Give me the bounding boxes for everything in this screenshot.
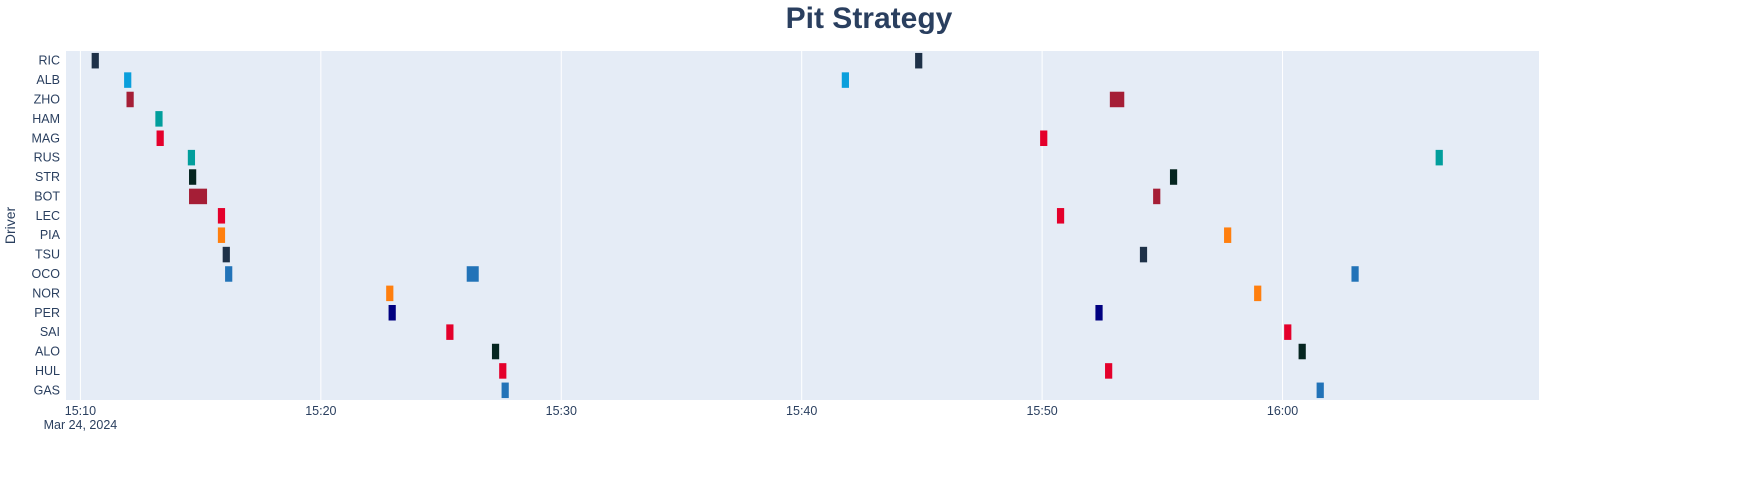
x-tick-label: 15:40 [786,404,817,418]
pit-stop-bar-alo[interactable] [1298,343,1306,360]
pit-stop-bar-ric[interactable] [915,52,923,69]
y-tick-label-mag: MAG [32,131,60,145]
x-tick-label: 15:30 [546,404,577,418]
pit-stop-bar-oco[interactable] [1351,266,1359,282]
pit-stop-bar-oco[interactable] [225,266,233,282]
y-tick-label-bot: BOT [34,189,60,203]
pit-stop-bar-gas[interactable] [501,382,509,399]
pit-stop-bar-tsu[interactable] [222,246,230,263]
pit-stop-bar-alo[interactable] [491,343,500,360]
y-tick-label-ric: RIC [38,54,60,68]
x-tick-label: 16:00 [1267,404,1298,418]
y-tick-label-alo: ALO [35,345,60,359]
y-tick-label-gas: GAS [34,383,60,397]
y-tick-label-ham: HAM [32,112,60,126]
y-tick-label-tsu: TSU [35,248,60,262]
x-tick-label: 15:20 [305,404,336,418]
pit-stop-bar-pia[interactable] [217,227,226,243]
pit-stop-bar-ric[interactable] [91,52,99,69]
pit-stop-bar-rus[interactable] [187,149,196,166]
y-tick-label-zho: ZHO [34,92,61,106]
pit-stop-bar-gas[interactable] [1316,382,1324,399]
chart-title: Pit Strategy [785,2,953,35]
pit-stop-bar-str[interactable] [189,169,197,185]
pit-stop-bar-sai[interactable] [1284,324,1292,340]
y-axis-ticks: RIC ALB ZHO HAM MAG RUS STR BOT LEC PIA TSU OCO NOR P… [32,54,61,398]
x-tick-label: 15:10 [65,404,96,418]
pit-stop-bar-zho[interactable] [1109,91,1125,108]
y-tick-label-alb: ALB [36,73,60,87]
pit-stop-bar-nor[interactable] [386,285,394,302]
x-axis-ticks: 15:10 15:20 15:30 15:40 15:50 16:00 [65,404,1298,418]
pit-stop-bar-per[interactable] [1095,304,1103,321]
pit-stop-bar-tsu[interactable] [1139,246,1148,263]
pit-stop-bar-mag[interactable] [1040,130,1048,147]
pit-stop-bar-rus[interactable] [1435,149,1443,166]
pit-stop-bar-lec[interactable] [1056,208,1065,224]
pit-stop-bar-mag[interactable] [156,130,164,147]
y-tick-label-rus: RUS [34,151,60,165]
pit-stop-bar-bot[interactable] [1153,188,1161,205]
y-tick-label-nor: NOR [32,286,60,300]
pit-stop-bar-bot[interactable] [189,188,208,205]
y-tick-label-str: STR [35,170,60,184]
y-tick-label-pia: PIA [40,228,61,242]
pit-stop-bar-hul[interactable] [499,363,507,379]
y-tick-label-sai: SAI [40,325,60,339]
y-tick-label-oco: OCO [32,267,61,281]
pit-stop-bar-oco[interactable] [466,266,479,282]
x-tick-label: 15:50 [1026,404,1057,418]
pit-stop-bars [91,52,1443,399]
y-tick-label-hul: HUL [35,364,60,378]
pit-stop-bar-zho[interactable] [126,91,134,108]
y-tick-label-per: PER [34,306,60,320]
pit-stop-bar-str[interactable] [1169,169,1178,185]
pit-stop-bar-pia[interactable] [1224,227,1232,243]
pit-stop-bar-nor[interactable] [1254,285,1262,302]
y-axis-title: Driver [2,207,18,245]
plot-background [66,51,1539,400]
pit-stop-bar-alb[interactable] [124,72,132,88]
x-axis-date-label: Mar 24, 2024 [44,418,118,432]
y-tick-label-lec: LEC [36,209,60,223]
pit-stop-bar-alb[interactable] [841,72,849,88]
pit-stop-bar-sai[interactable] [446,324,454,340]
pit-stop-bar-ham[interactable] [155,111,163,127]
pit-stop-bar-hul[interactable] [1105,363,1113,379]
x-gridlines [79,51,1284,400]
pit-stop-bar-per[interactable] [388,304,396,321]
pit-stop-bar-lec[interactable] [217,208,226,224]
